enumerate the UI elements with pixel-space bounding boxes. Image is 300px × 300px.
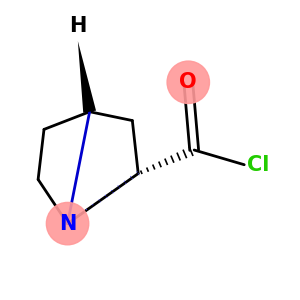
Circle shape <box>167 61 209 104</box>
Polygon shape <box>78 41 96 113</box>
Text: N: N <box>59 214 76 234</box>
Circle shape <box>46 202 89 245</box>
Text: Cl: Cl <box>247 155 269 175</box>
Text: H: H <box>69 16 86 36</box>
Text: O: O <box>179 72 197 92</box>
